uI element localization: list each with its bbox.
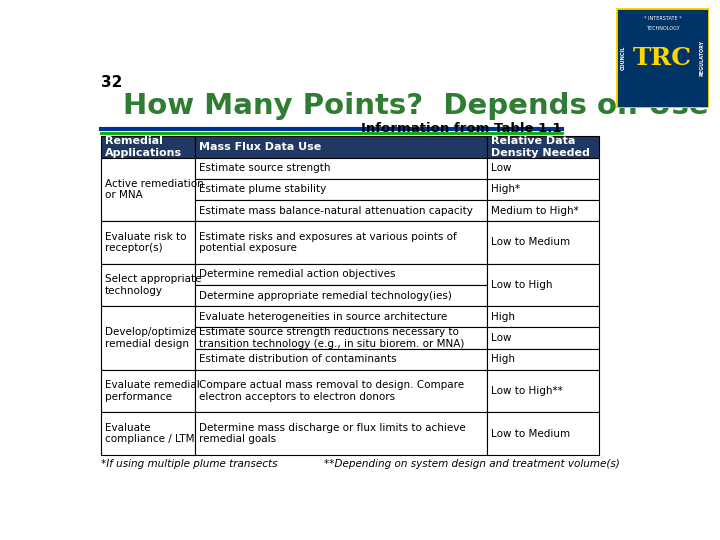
Text: How Many Points?  Depends on Use: How Many Points? Depends on Use bbox=[124, 92, 709, 120]
Bar bbox=[487, 327, 599, 349]
Text: Relative Data
Density Needed: Relative Data Density Needed bbox=[491, 136, 590, 158]
Text: High: High bbox=[491, 312, 515, 322]
Text: 32: 32 bbox=[101, 75, 122, 90]
Bar bbox=[195, 200, 487, 221]
Text: Information from Table 1.1: Information from Table 1.1 bbox=[361, 122, 562, 135]
Text: Evaluate
compliance / LTM: Evaluate compliance / LTM bbox=[105, 423, 194, 444]
Text: REGULATORY: REGULATORY bbox=[699, 40, 704, 76]
Text: Low: Low bbox=[491, 333, 511, 343]
Bar bbox=[487, 370, 599, 413]
Text: Low to High: Low to High bbox=[491, 280, 552, 290]
Bar bbox=[101, 413, 195, 455]
Bar bbox=[195, 264, 487, 285]
Bar bbox=[195, 349, 487, 370]
Text: Determine mass discharge or flux limits to achieve
remedial goals: Determine mass discharge or flux limits … bbox=[199, 423, 466, 444]
Text: Determine appropriate remedial technology(ies): Determine appropriate remedial technolog… bbox=[199, 291, 451, 301]
Bar bbox=[195, 327, 487, 349]
Bar bbox=[195, 179, 487, 200]
Text: Remedial
Applications: Remedial Applications bbox=[105, 136, 182, 158]
Bar bbox=[487, 136, 599, 158]
Text: Develop/optimize
remedial design: Develop/optimize remedial design bbox=[105, 327, 197, 349]
FancyBboxPatch shape bbox=[616, 8, 709, 108]
Text: High: High bbox=[491, 354, 515, 364]
Bar bbox=[487, 158, 599, 179]
Bar bbox=[101, 306, 195, 370]
Text: Low: Low bbox=[491, 163, 511, 173]
Text: Compare actual mass removal to design. Compare
electron acceptors to electron do: Compare actual mass removal to design. C… bbox=[199, 380, 464, 402]
Bar bbox=[195, 306, 487, 327]
Bar bbox=[101, 158, 195, 221]
Bar bbox=[487, 221, 599, 264]
Text: TRC: TRC bbox=[633, 46, 692, 70]
Text: Estimate source strength reductions necessary to
transition technology (e.g., in: Estimate source strength reductions nece… bbox=[199, 327, 464, 349]
Text: Mass Flux Data Use: Mass Flux Data Use bbox=[199, 142, 321, 152]
Text: Active remediation
or MNA: Active remediation or MNA bbox=[105, 179, 204, 200]
Text: TECHNOLOGY: TECHNOLOGY bbox=[646, 25, 679, 31]
Text: **Depending on system design and treatment volume(s): **Depending on system design and treatme… bbox=[324, 459, 620, 469]
Bar bbox=[195, 413, 487, 455]
Text: Estimate mass balance-natural attenuation capacity: Estimate mass balance-natural attenuatio… bbox=[199, 206, 473, 215]
Text: *If using multiple plume transects: *If using multiple plume transects bbox=[101, 459, 278, 469]
Bar bbox=[487, 200, 599, 221]
Text: High*: High* bbox=[491, 184, 520, 194]
Text: Estimate risks and exposures at various points of
potential exposure: Estimate risks and exposures at various … bbox=[199, 232, 456, 253]
Bar bbox=[487, 179, 599, 200]
Bar bbox=[101, 136, 195, 158]
Text: Medium to High*: Medium to High* bbox=[491, 206, 578, 215]
Text: * INTERSTATE *: * INTERSTATE * bbox=[644, 16, 681, 21]
Bar bbox=[487, 413, 599, 455]
Text: Estimate distribution of contaminants: Estimate distribution of contaminants bbox=[199, 354, 397, 364]
Text: Estimate plume stability: Estimate plume stability bbox=[199, 184, 326, 194]
Text: Evaluate risk to
receptor(s): Evaluate risk to receptor(s) bbox=[105, 232, 186, 253]
Text: Select appropriate
technology: Select appropriate technology bbox=[105, 274, 202, 296]
Text: Low to Medium: Low to Medium bbox=[491, 429, 570, 438]
Text: Evaluate heterogeneities in source architecture: Evaluate heterogeneities in source archi… bbox=[199, 312, 447, 322]
Text: Evaluate remedial
performance: Evaluate remedial performance bbox=[105, 380, 200, 402]
Bar bbox=[101, 221, 195, 264]
Bar bbox=[195, 370, 487, 413]
Bar bbox=[101, 264, 195, 306]
Text: Determine remedial action objectives: Determine remedial action objectives bbox=[199, 269, 395, 279]
Bar bbox=[101, 370, 195, 413]
Bar bbox=[487, 306, 599, 327]
Bar bbox=[195, 136, 487, 158]
Text: Low to Medium: Low to Medium bbox=[491, 238, 570, 247]
Bar bbox=[195, 221, 487, 264]
Text: COUNCIL: COUNCIL bbox=[621, 46, 626, 70]
Text: Estimate source strength: Estimate source strength bbox=[199, 163, 330, 173]
Bar bbox=[487, 349, 599, 370]
Text: Low to High**: Low to High** bbox=[491, 386, 562, 396]
Bar bbox=[487, 264, 599, 306]
Bar bbox=[195, 285, 487, 306]
Bar bbox=[195, 158, 487, 179]
